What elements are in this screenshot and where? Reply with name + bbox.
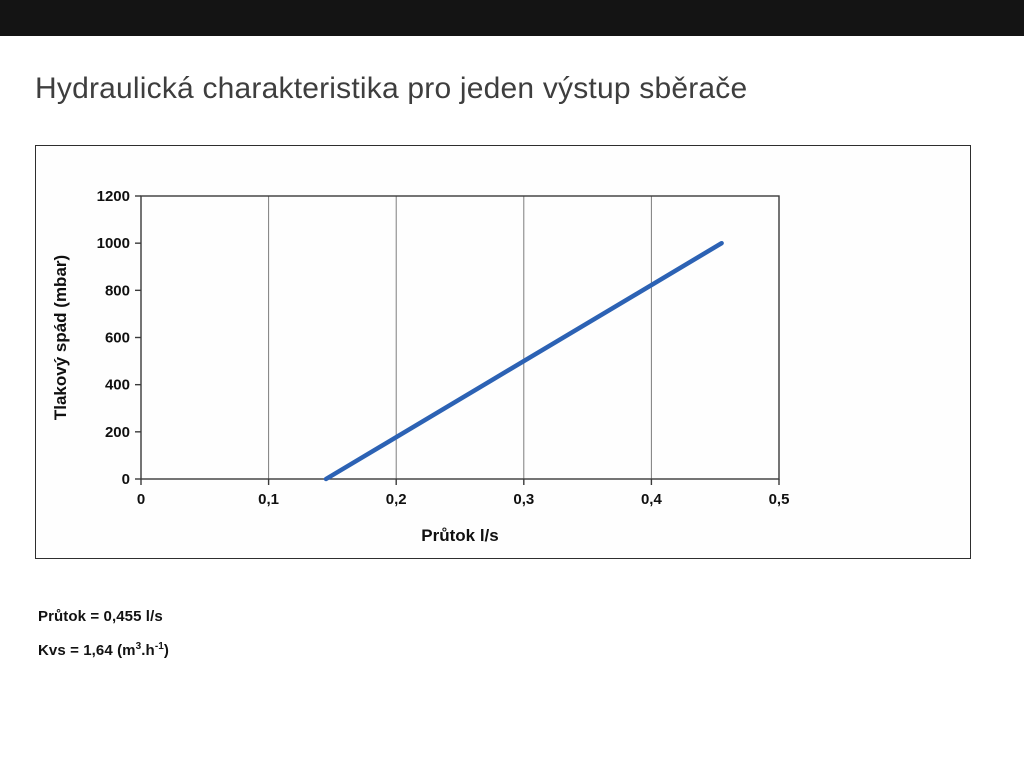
y-tick-label: 600 (105, 330, 130, 347)
kvs-text-suffix: ) (163, 642, 170, 659)
top-bar (0, 0, 1024, 36)
x-tick-label: 0,4 (641, 491, 663, 508)
y-axis-label: Tlakový spád (mbar) (51, 255, 70, 420)
y-tick-label: 200 (105, 424, 130, 441)
x-tick-label: 0,1 (258, 491, 279, 508)
x-tick-label: 0 (137, 491, 145, 508)
chart-svg: 0 200 400 600 800 1000 1200 0 0,1 0,2 0,3 0,4 0,5 Prů… (51, 188, 790, 545)
page-title: Hydraulická charakteristika pro jeden vý… (35, 72, 748, 105)
kvs-neg-exponent: -1 (154, 641, 164, 652)
chart-notes: Průtok = 0,455 l/s Kvs = 1,64 (m3.h-1) (38, 608, 169, 675)
kvs-text-mid: .h (141, 642, 155, 659)
kvs-exponent: 3 (135, 641, 142, 652)
note-flow: Průtok = 0,455 l/s (38, 608, 163, 625)
x-tick-label: 0,3 (513, 491, 534, 508)
plot-border (140, 195, 780, 480)
x-tick-label: 0,2 (386, 491, 407, 508)
y-tick-label: 1000 (97, 235, 130, 252)
y-tick-label: 800 (105, 282, 130, 299)
chart-frame: 0 200 400 600 800 1000 1200 0 0,1 0,2 0,3 0,4 0,5 Prů… (35, 145, 971, 559)
y-tick-label: 1200 (97, 188, 130, 205)
y-tick-label: 400 (105, 377, 130, 394)
kvs-text-prefix: Kvs = 1,64 (m (38, 642, 136, 659)
x-axis-label: Průtok l/s (421, 526, 498, 545)
y-tick-label: 0 (122, 471, 130, 488)
note-kvs: Kvs = 1,64 (m3.h-1) (38, 641, 169, 659)
x-tick-label: 0,5 (769, 491, 790, 508)
series-line (323, 240, 724, 482)
